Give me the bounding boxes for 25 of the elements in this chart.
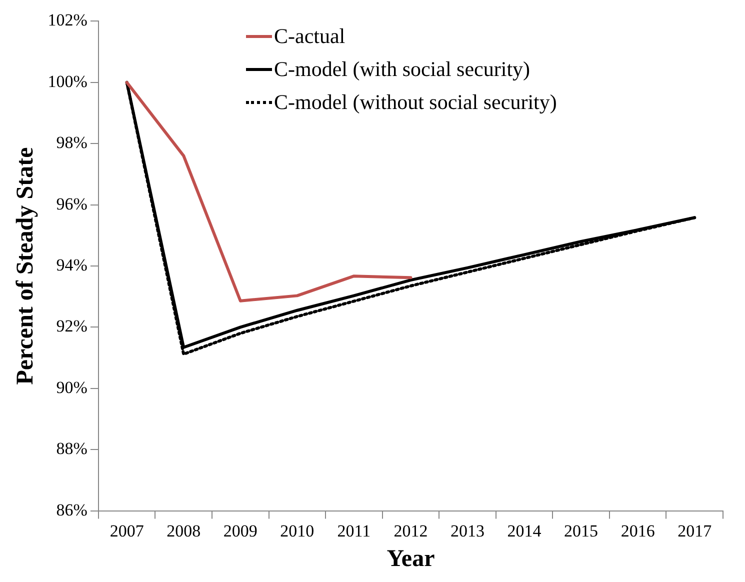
- y-tick-label: 96%: [56, 194, 88, 214]
- x-tick-label: 2009: [223, 521, 258, 540]
- x-tick-label: 2014: [507, 521, 542, 540]
- y-axis-title: Percent of Steady State: [12, 146, 39, 385]
- y-tick-label: 98%: [56, 133, 88, 152]
- y-tick-label: 102%: [48, 10, 88, 30]
- x-tick-label: 2017: [678, 521, 712, 540]
- x-tick-label: 2013: [450, 521, 485, 540]
- x-tick-label: 2007: [110, 521, 144, 540]
- y-tick-label: 100%: [48, 72, 88, 91]
- x-axis-title: Year: [386, 546, 436, 572]
- y-tick-label: 90%: [56, 378, 88, 397]
- x-tick-label: 2011: [337, 521, 371, 540]
- legend-label: C-actual: [274, 23, 346, 50]
- y-tick-label: 86%: [56, 500, 88, 520]
- y-tick-label: 92%: [56, 316, 88, 336]
- legend-label: C-model (with social security): [274, 56, 530, 83]
- x-tick-label: 2010: [280, 521, 314, 540]
- x-tick-label: 2012: [394, 521, 428, 540]
- x-tick-label: 2016: [620, 521, 655, 540]
- legend-label: C-model (without social security): [274, 89, 557, 116]
- y-tick-label: 88%: [56, 439, 88, 458]
- y-tick-label: 94%: [56, 255, 88, 274]
- x-tick-label: 2015: [564, 521, 598, 540]
- x-tick-label: 2008: [166, 521, 201, 540]
